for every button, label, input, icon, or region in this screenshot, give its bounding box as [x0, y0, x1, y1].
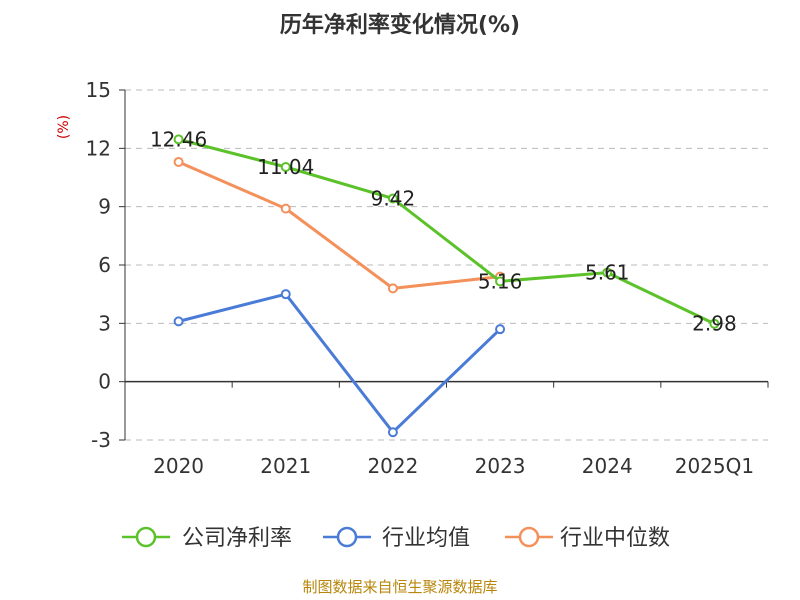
- grid-layer: [125, 89, 768, 441]
- legend-label: 行业中位数: [560, 526, 670, 551]
- data-label: 2.98: [692, 312, 737, 336]
- x-tick-label: 2023: [475, 454, 526, 478]
- y-tick-label: -3: [91, 428, 111, 452]
- data-point[interactable]: [387, 193, 398, 204]
- data-point[interactable]: [602, 267, 613, 278]
- data-label: 12.46: [150, 127, 207, 151]
- data-point[interactable]: [387, 427, 398, 438]
- y-tick-label: 12: [86, 136, 111, 160]
- data-label: 5.16: [478, 269, 523, 293]
- x-tick-label: 2024: [582, 454, 633, 478]
- legend-swatch-marker: [518, 526, 540, 548]
- legend: 公司净利率 行业均值 行业中位数: [122, 526, 670, 551]
- data-point[interactable]: [280, 203, 291, 214]
- legend-swatch-marker: [336, 526, 358, 548]
- series-layer: [173, 134, 720, 438]
- axis-layer: -3 0 3 6 9 12 15 2020 2021 2022 2023 2024 2025Q1: [86, 78, 769, 478]
- legend-item[interactable]: 公司净利率: [122, 526, 292, 551]
- data-point[interactable]: [495, 324, 506, 335]
- y-axis-label: (%): [56, 115, 72, 139]
- data-point[interactable]: [495, 276, 506, 287]
- legend-swatch-marker: [135, 526, 157, 548]
- x-tick-label: 2020: [153, 454, 204, 478]
- chart-title: 历年净利率变化情况(%): [280, 12, 520, 38]
- data-label-layer: 12.46 11.04 9.42 5.16 5.61 2.98: [150, 127, 737, 335]
- data-label: 9.42: [371, 187, 416, 211]
- y-tick-label: 0: [98, 370, 111, 394]
- data-point[interactable]: [173, 316, 184, 327]
- y-tick-label: 3: [98, 311, 111, 335]
- x-tick-label: 2025Q1: [675, 454, 754, 478]
- legend-label: 行业均值: [382, 526, 470, 551]
- series-line: [178, 292, 502, 434]
- x-tick-label: 2022: [367, 454, 418, 478]
- series-line: [177, 160, 501, 290]
- source-note: 制图数据来自恒生聚源数据库: [302, 578, 497, 596]
- data-point[interactable]: [280, 162, 291, 172]
- x-tick-label: 2021: [260, 454, 311, 478]
- data-point[interactable]: [387, 283, 398, 294]
- data-label: 11.04: [257, 155, 314, 179]
- data-point[interactable]: [173, 156, 184, 167]
- data-point[interactable]: [709, 318, 720, 329]
- data-label: 5.61: [585, 261, 630, 285]
- data-point[interactable]: [280, 289, 291, 300]
- y-tick-label: 9: [98, 195, 111, 219]
- legend-item[interactable]: 行业均值: [323, 526, 470, 551]
- series-line: [178, 137, 716, 326]
- legend-label: 公司净利率: [182, 526, 292, 551]
- data-point[interactable]: [173, 134, 184, 145]
- y-tick-label: 6: [98, 253, 111, 277]
- y-tick-label: 15: [86, 78, 111, 102]
- legend-item[interactable]: 行业中位数: [505, 526, 670, 551]
